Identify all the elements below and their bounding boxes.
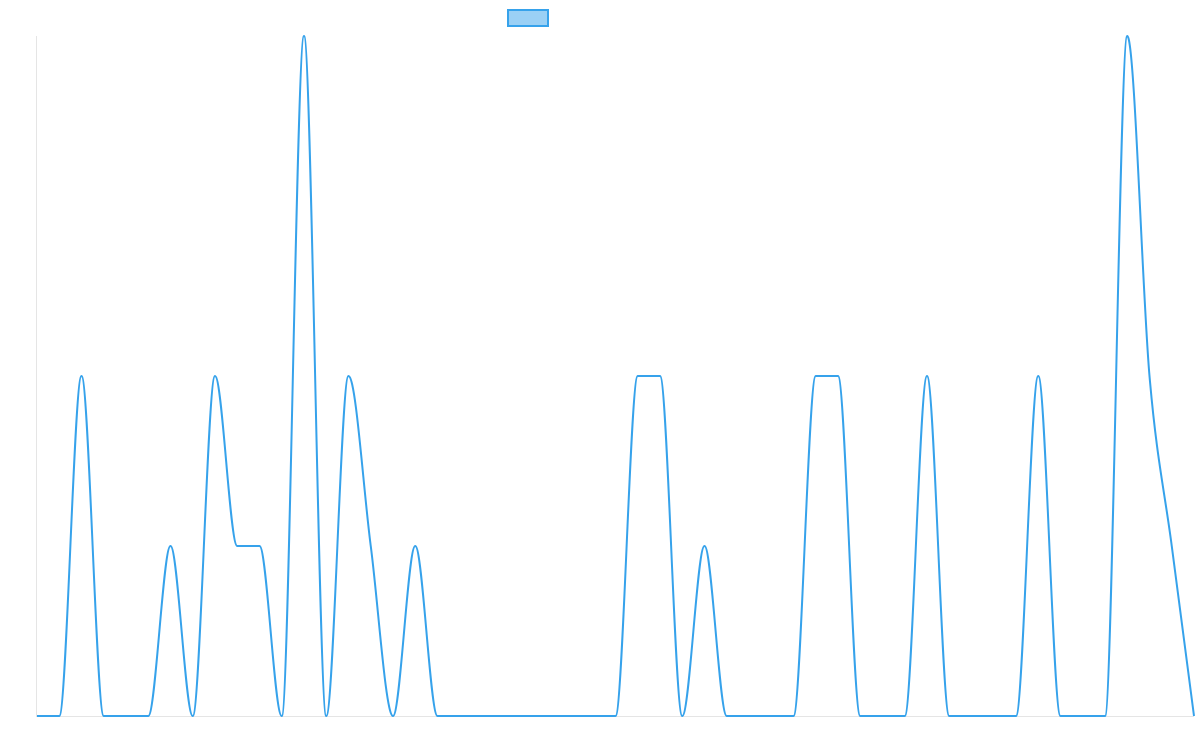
data-point[interactable] [679, 713, 685, 719]
data-point[interactable] [1169, 543, 1175, 549]
data-point[interactable] [457, 713, 463, 719]
data-point[interactable] [1058, 713, 1064, 719]
data-point[interactable] [1102, 713, 1108, 719]
data-point[interactable] [1035, 373, 1041, 379]
data-point[interactable] [746, 713, 752, 719]
data-point[interactable] [991, 713, 997, 719]
data-point[interactable] [613, 713, 619, 719]
data-point[interactable] [524, 713, 530, 719]
data-point[interactable] [79, 373, 85, 379]
data-point[interactable] [1124, 33, 1130, 39]
data-point[interactable] [390, 713, 396, 719]
data-point[interactable] [924, 373, 930, 379]
legend[interactable] [507, 9, 549, 27]
data-point[interactable] [479, 713, 485, 719]
data-point[interactable] [813, 373, 819, 379]
data-point[interactable] [657, 373, 663, 379]
series-layer [34, 33, 1197, 719]
data-point[interactable] [501, 713, 507, 719]
data-point[interactable] [946, 713, 952, 719]
data-point[interactable] [435, 713, 441, 719]
data-point[interactable] [56, 713, 62, 719]
data-point[interactable] [1013, 713, 1019, 719]
data-point[interactable] [145, 713, 151, 719]
data-point[interactable] [323, 713, 329, 719]
series-line [37, 35, 1195, 717]
data-point[interactable] [190, 713, 196, 719]
data-point[interactable] [101, 713, 107, 719]
data-point[interactable] [168, 543, 174, 549]
data-point[interactable] [368, 543, 374, 549]
data-point[interactable] [123, 713, 129, 719]
data-point[interactable] [568, 713, 574, 719]
data-point[interactable] [835, 373, 841, 379]
data-point[interactable] [880, 713, 886, 719]
data-point[interactable] [702, 543, 708, 549]
data-point[interactable] [279, 713, 285, 719]
legend-swatch[interactable] [507, 9, 549, 27]
data-point[interactable] [1191, 713, 1197, 719]
data-point[interactable] [301, 33, 307, 39]
data-point[interactable] [590, 713, 596, 719]
data-point[interactable] [257, 543, 263, 549]
data-point[interactable] [791, 713, 797, 719]
data-point[interactable] [234, 543, 240, 549]
data-point[interactable] [857, 713, 863, 719]
data-point[interactable] [768, 713, 774, 719]
data-point[interactable] [346, 373, 352, 379]
data-point[interactable] [412, 543, 418, 549]
data-point[interactable] [969, 713, 975, 719]
data-point[interactable] [546, 713, 552, 719]
data-point[interactable] [212, 373, 218, 379]
data-point[interactable] [34, 713, 40, 719]
data-point[interactable] [1147, 373, 1153, 379]
data-point[interactable] [724, 713, 730, 719]
data-point[interactable] [902, 713, 908, 719]
data-point[interactable] [1080, 713, 1086, 719]
data-point[interactable] [635, 373, 641, 379]
